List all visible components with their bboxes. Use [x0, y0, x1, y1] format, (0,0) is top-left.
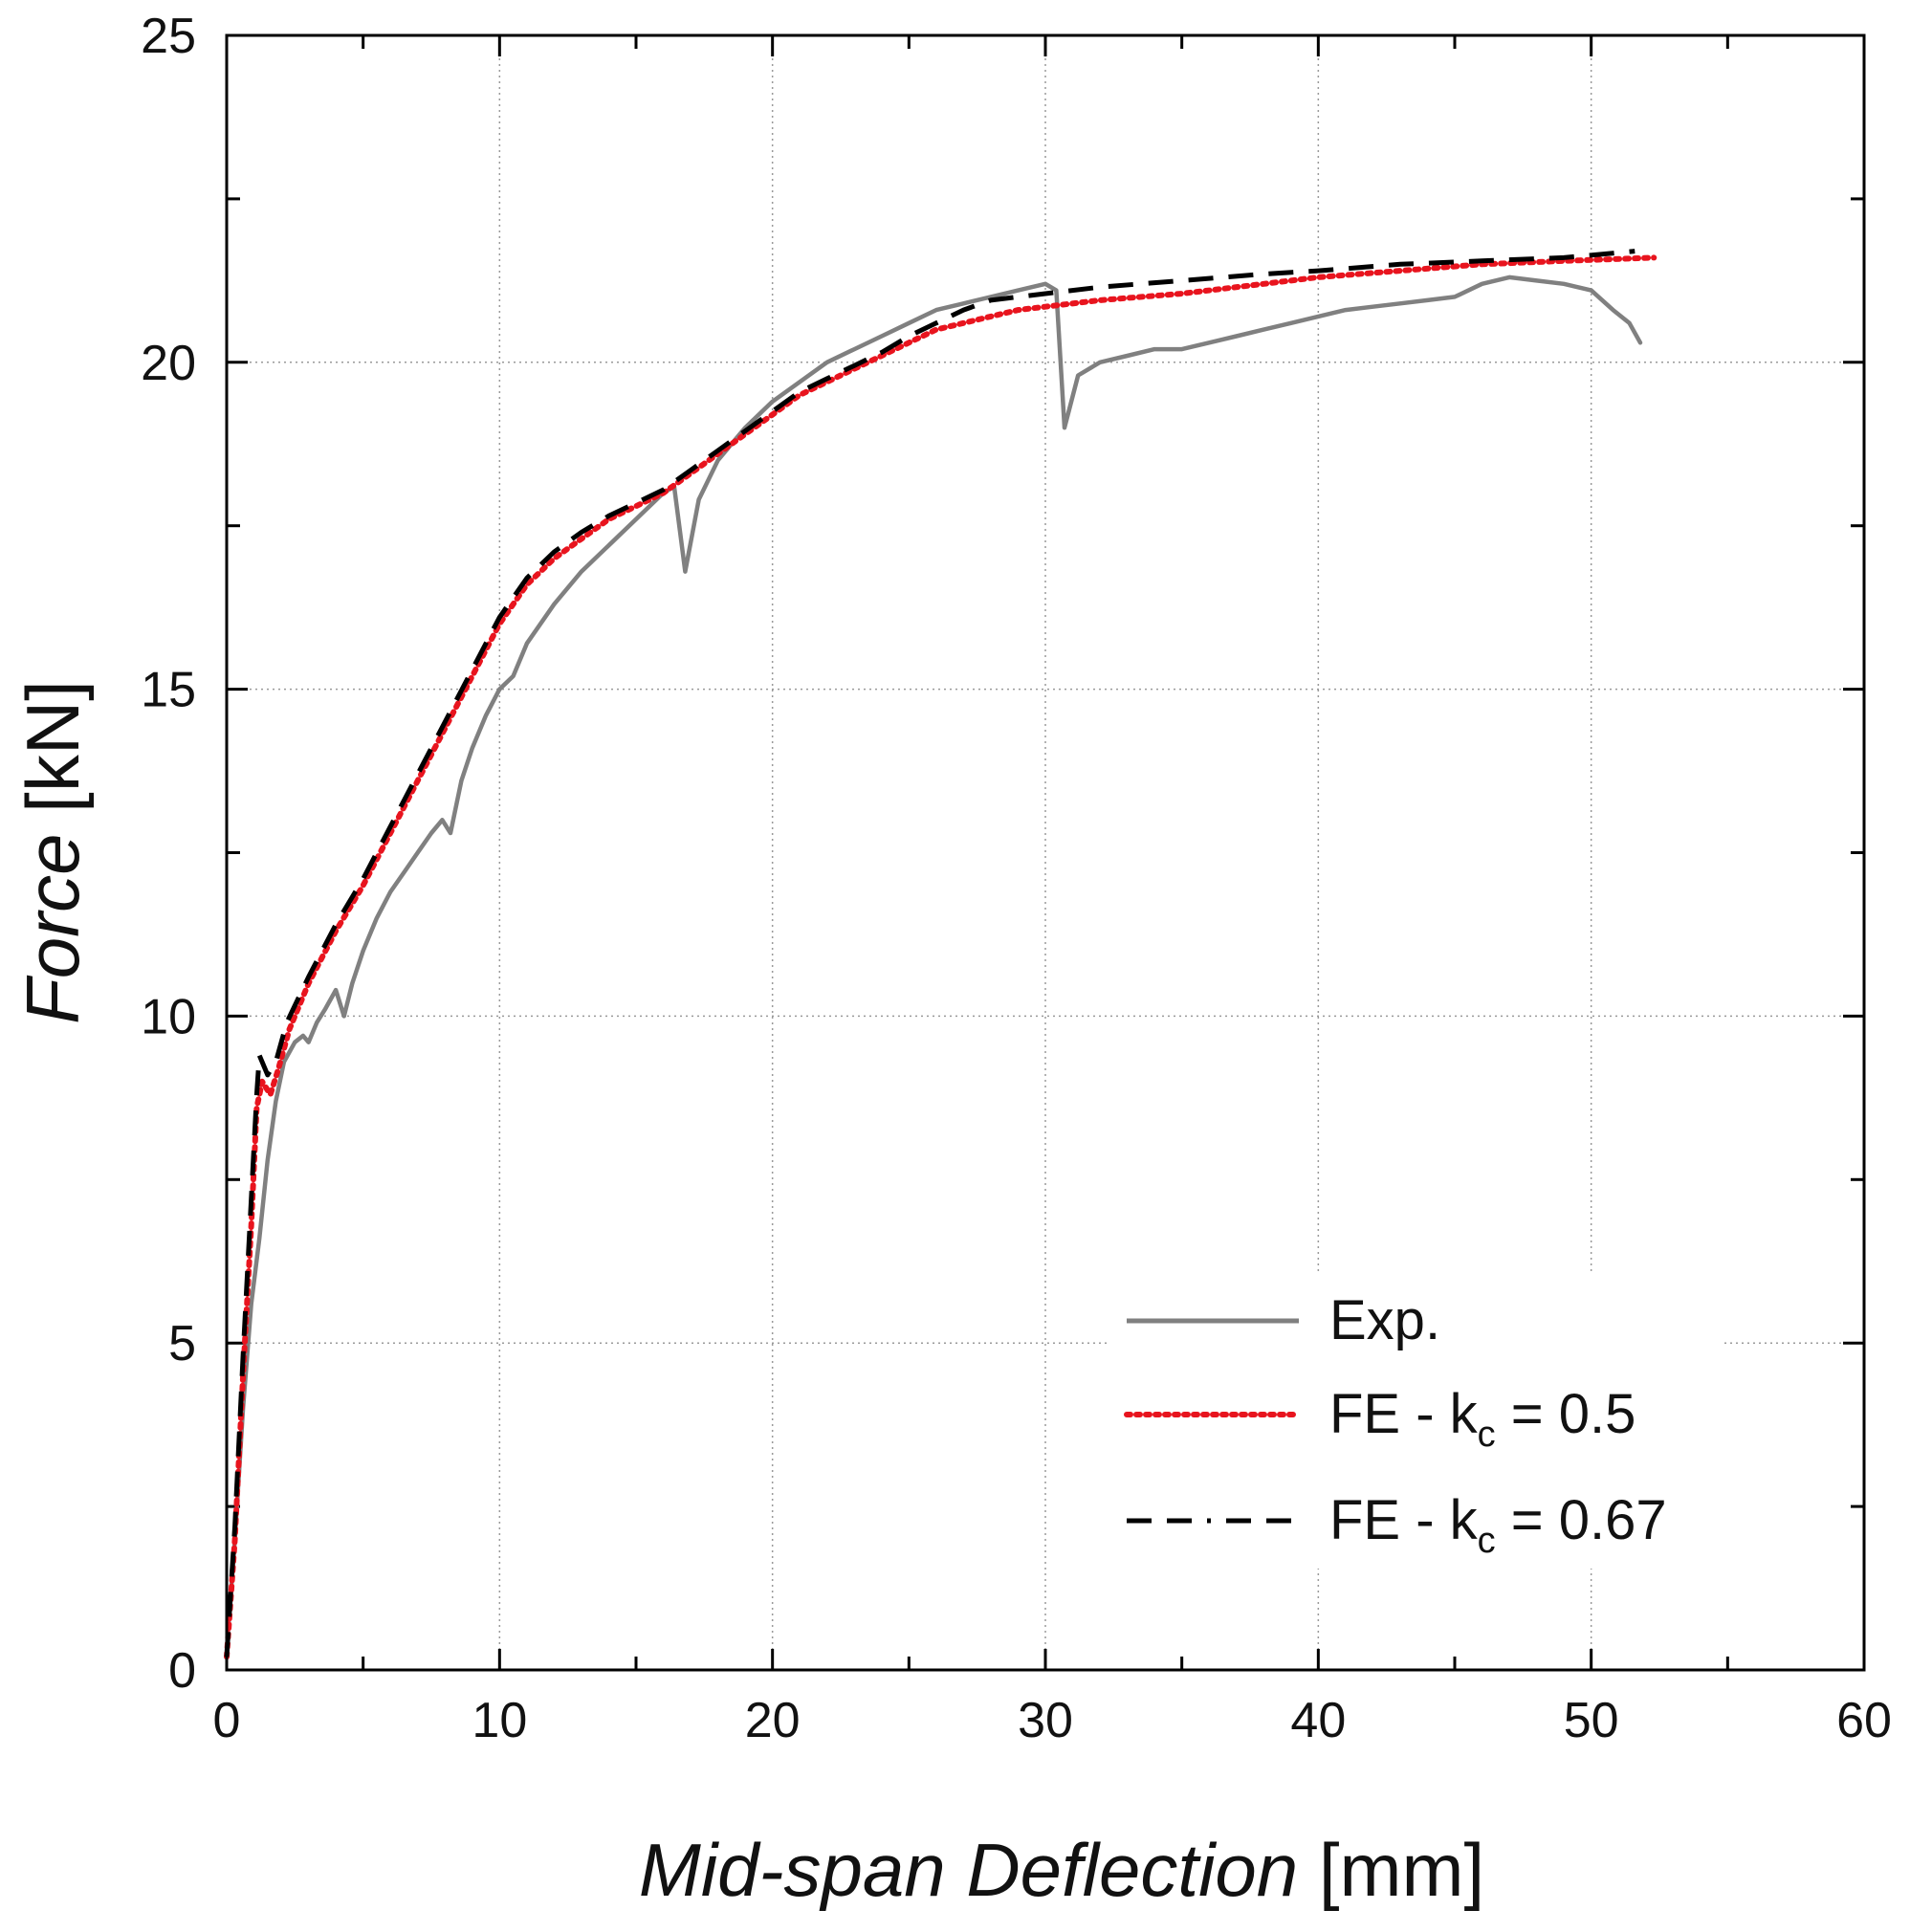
- x-tick-label-30: 30: [1018, 1693, 1073, 1748]
- x-tick-label-10: 10: [472, 1693, 527, 1748]
- plot-frame: [225, 33, 1866, 1672]
- legend-label-fe-067-tail: = 0.67: [1496, 1489, 1667, 1551]
- x-tick-label-50: 50: [1564, 1693, 1619, 1748]
- series-line-0: [224, 274, 1643, 1653]
- series-line-2: [224, 249, 1636, 1658]
- series-lines: [224, 249, 1658, 1660]
- y-tick-label-10: 10: [141, 989, 196, 1044]
- x-tick-label-0: 0: [213, 1693, 241, 1748]
- x-axis-title: Mid-span Deflection [mm]: [639, 1828, 1484, 1912]
- x-axis-title-main: Mid-span Deflection: [639, 1828, 1298, 1912]
- x-tick-label-20: 20: [745, 1693, 801, 1748]
- y-axis-title: Force [kN]: [11, 680, 95, 1024]
- y-tick-label-0: 0: [168, 1643, 196, 1699]
- y-axis-title-unit: [kN]: [11, 680, 95, 813]
- legend-label-fe-05-tail: = 0.5: [1496, 1383, 1636, 1445]
- y-tick-label-25: 25: [141, 9, 196, 64]
- legend: Exp. FE - kc = 0.5 FE - kc = 0.67: [1109, 1272, 1722, 1569]
- legend-label-fe-05-sub: c: [1478, 1415, 1496, 1455]
- legend-label-exp: Exp.: [1329, 1289, 1440, 1351]
- legend-label-fe-067-main: FE - k: [1329, 1489, 1479, 1551]
- y-tick-label-5: 5: [168, 1316, 196, 1372]
- tick-labels: 0 10 20 30 40 50 60 0 5 10 15 20 25: [141, 9, 1892, 1748]
- x-axis-title-unit: [mm]: [1319, 1828, 1484, 1912]
- legend-label-fe-067-sub: c: [1478, 1521, 1496, 1561]
- legend-label-fe-067: FE - kc = 0.67: [1329, 1489, 1667, 1561]
- x-tick-label-60: 60: [1836, 1693, 1892, 1748]
- legend-label-fe-05: FE - kc = 0.5: [1329, 1383, 1636, 1455]
- series-line-1: [224, 254, 1658, 1660]
- y-tick-label-20: 20: [141, 336, 196, 391]
- legend-label-fe-05-main: FE - k: [1329, 1383, 1479, 1445]
- y-tick-label-15: 15: [141, 663, 196, 718]
- legend-label-exp-main: Exp.: [1329, 1289, 1440, 1351]
- x-tick-label-40: 40: [1290, 1693, 1346, 1748]
- y-axis-title-main: Force: [11, 833, 95, 1023]
